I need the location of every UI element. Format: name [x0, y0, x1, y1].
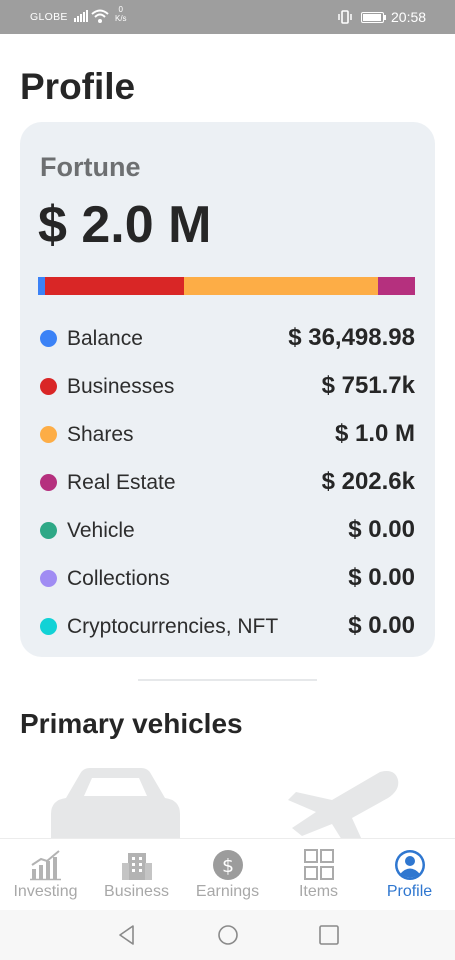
collections-dot [40, 570, 57, 587]
fortune-label: Fortune [40, 152, 141, 182]
tab-items[interactable]: Items [273, 839, 364, 911]
clock: 20:58 [391, 9, 427, 25]
asset-row-balance: Balance $ 36,498.98 [40, 323, 415, 353]
bar-segment-shares [184, 277, 379, 295]
car-icon[interactable] [48, 768, 183, 840]
crypto-dot [40, 618, 57, 635]
page-title: Profile [20, 66, 136, 107]
asset-row-real-estate: Real Estate $ 202.6k [40, 467, 415, 497]
fortune-total: $ 2.0 M [38, 196, 212, 254]
asset-row-shares: Shares $ 1.0 M [40, 419, 415, 449]
asset-value: $ 751.7k [321, 372, 415, 399]
asset-name: Shares [67, 423, 134, 446]
person-icon [395, 850, 425, 880]
recents-icon[interactable] [317, 923, 341, 947]
bottom-tab-bar: Investing Business $ Earnings Items [0, 838, 455, 910]
battery-icon [361, 12, 386, 23]
bar-segment-businesses [44, 277, 185, 295]
signal-icon [74, 10, 88, 22]
asset-name: Collections [67, 567, 170, 590]
real-estate-dot [40, 474, 57, 491]
airplane-icon[interactable] [280, 770, 405, 840]
wifi-icon [91, 9, 109, 23]
asset-name: Cryptocurrencies, NFT [67, 615, 279, 638]
asset-value: $ 36,498.98 [288, 324, 415, 351]
asset-value: $ 0.00 [348, 564, 415, 591]
tab-business[interactable]: Business [91, 839, 182, 911]
businesses-dot [40, 378, 57, 395]
balance-dot [40, 330, 57, 347]
vehicle-dot [40, 522, 57, 539]
tab-investing[interactable]: Investing [0, 839, 91, 911]
network-speed-unit: K/s [115, 14, 127, 23]
asset-value: $ 0.00 [348, 612, 415, 639]
asset-row-vehicle: Vehicle $ 0.00 [40, 515, 415, 545]
home-icon[interactable] [216, 923, 240, 947]
vibrate-icon [338, 10, 352, 24]
fortune-distribution-bar [38, 277, 415, 295]
asset-name: Balance [67, 327, 143, 350]
bar-segment-balance [38, 277, 45, 295]
tab-label: Items [298, 883, 339, 900]
tab-label: Profile [386, 883, 433, 900]
carrier-label: GLOBE [30, 11, 68, 23]
asset-value: $ 1.0 M [334, 420, 415, 447]
asset-value: $ 202.6k [321, 468, 415, 495]
tab-label: Business [104, 883, 169, 900]
tab-label: Investing [13, 883, 78, 900]
grid-icon [304, 849, 334, 880]
asset-name: Real Estate [67, 471, 176, 494]
network-speed: 0 K/s [115, 5, 127, 23]
svg-text:$: $ [222, 855, 234, 877]
section-divider [138, 679, 317, 681]
network-speed-value: 0 [118, 5, 123, 14]
asset-value: $ 0.00 [348, 516, 415, 543]
primary-vehicles-title: Primary vehicles [20, 708, 243, 739]
asset-name: Vehicle [67, 519, 135, 542]
building-icon [122, 853, 152, 880]
fortune-card: Fortune $ 2.0 M Balance $ 36,498.98 Busi… [20, 122, 435, 657]
asset-row-collections: Collections $ 0.00 [40, 563, 415, 593]
asset-name: Businesses [67, 375, 175, 398]
chart-icon [30, 850, 61, 881]
shares-dot [40, 426, 57, 443]
status-bar: GLOBE 0 K/s 20:58 [0, 0, 455, 34]
tab-label: Earnings [195, 883, 260, 900]
asset-row-businesses: Businesses $ 751.7k [40, 371, 415, 401]
dollar-coin-icon: $ [213, 850, 243, 880]
system-nav-bar [0, 910, 455, 960]
tab-earnings[interactable]: $ Earnings [182, 839, 273, 911]
asset-row-crypto: Cryptocurrencies, NFT $ 0.00 [40, 611, 415, 641]
tab-profile[interactable]: Profile [364, 839, 455, 911]
bar-segment-real-estate [378, 277, 415, 295]
back-icon[interactable] [115, 923, 139, 947]
